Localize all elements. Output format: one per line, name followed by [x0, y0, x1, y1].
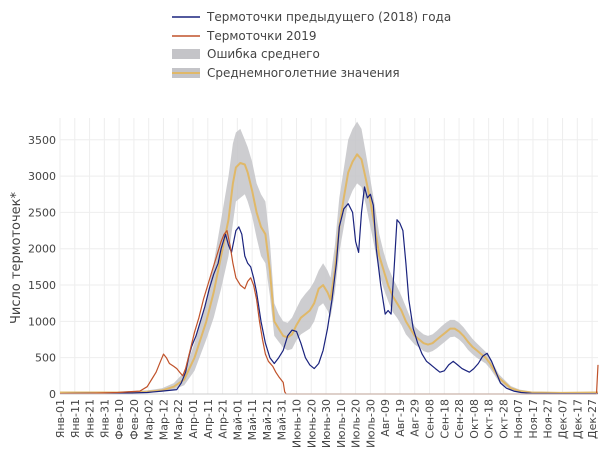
- x-tick-label: Авг-09: [379, 399, 392, 437]
- x-tick-label: Май-11: [246, 399, 259, 440]
- series-line-prev-year: [59, 186, 598, 395]
- legend-item-2019[interactable]: Термоточки 2019: [172, 29, 317, 43]
- series-line-2019: [59, 230, 599, 395]
- x-tick-label: Ноя-27: [542, 399, 555, 439]
- legend-item-prev-year[interactable]: Термоточки предыдущего (2018) года: [172, 10, 451, 24]
- x-tick-label: Окт-28: [497, 399, 510, 439]
- legend-label-mean: Среднемноголетние значения: [207, 66, 400, 80]
- x-tick-label: Янв-11: [69, 399, 82, 438]
- x-tick-label: Янв-01: [54, 399, 67, 438]
- x-tick-label: Апр-11: [202, 399, 215, 439]
- x-tick-label: Июль-10: [335, 399, 348, 448]
- x-tick-label: Июнь-20: [305, 399, 318, 448]
- y-tick-label: 2500: [28, 206, 56, 219]
- x-tick-label: Дек-27: [586, 399, 599, 439]
- x-gridlines: [59, 118, 593, 394]
- plot-area: [59, 121, 599, 395]
- x-tick-label: Ноя-07: [512, 399, 525, 439]
- x-tick-label: Окт-08: [468, 399, 481, 439]
- x-tick-label: Апр-01: [187, 399, 200, 439]
- y-tick-label: 2000: [28, 243, 56, 256]
- y-tick-label: 500: [35, 352, 56, 365]
- x-tick-label: Авг-19: [394, 399, 407, 437]
- legend-label-prev-year: Термоточки предыдущего (2018) года: [206, 10, 451, 24]
- x-tick-label: Июль-20: [350, 399, 363, 448]
- x-tick-label: Сен-28: [453, 399, 466, 439]
- mean-line: [60, 153, 599, 394]
- x-tick-label: Окт-18: [483, 399, 496, 439]
- x-tick-label: Май-01: [231, 399, 244, 440]
- x-tick-label: Дек-17: [571, 399, 584, 439]
- x-tick-label: Май-31: [276, 399, 289, 440]
- x-tick-label: Апр-21: [217, 399, 230, 439]
- legend-item-error[interactable]: Ошибка среднего: [172, 47, 320, 61]
- x-tick-label: Дек-07: [557, 399, 570, 439]
- x-tick-label: Янв-21: [84, 399, 97, 438]
- y-axis-title: Число термоточек*: [9, 191, 24, 324]
- y-tick-label: 1500: [28, 279, 56, 292]
- x-tick-label: Авг-29: [409, 399, 422, 437]
- y-tick-labels: 0 500 1000 1500 2000 2500 3000 3500: [28, 134, 56, 401]
- y-tick-label: 0: [49, 388, 56, 401]
- legend-label-error: Ошибка среднего: [207, 47, 320, 61]
- y-tick-label: 3500: [28, 134, 56, 147]
- x-tick-label: Мар-22: [172, 399, 185, 440]
- x-tick-label: Сен-18: [438, 399, 451, 439]
- y-gridlines: [60, 139, 598, 395]
- x-tick-label: Май-21: [261, 399, 274, 440]
- y-tick-label: 3000: [28, 170, 56, 183]
- error-band: [60, 121, 598, 394]
- legend-label-2019: Термоточки 2019: [206, 29, 317, 43]
- legend-item-mean[interactable]: Среднемноголетние значения: [172, 66, 400, 80]
- y-tick-label: 1000: [28, 315, 56, 328]
- x-tick-label: Ноя-17: [527, 399, 540, 439]
- x-tick-label: Мар-02: [143, 399, 156, 440]
- legend[interactable]: Термоточки предыдущего (2018) года Термо…: [172, 10, 451, 80]
- x-tick-label: Янв-31: [98, 399, 111, 438]
- x-tick-label: Мар-12: [157, 399, 170, 440]
- x-tick-label: Июнь-10: [290, 399, 303, 448]
- x-tick-labels: Янв-01 Янв-11 Янв-21 Янв-31 Фев-10 Фев-20 Мар-…: [54, 399, 599, 448]
- x-tick-label: Июнь-30: [320, 399, 333, 448]
- legend-swatch-error: [172, 49, 200, 59]
- x-tick-label: Сен-08: [424, 399, 437, 439]
- x-tick-label: Фев-20: [128, 399, 141, 440]
- x-tick-label: Фев-10: [113, 399, 126, 440]
- x-tick-label: Июль-30: [364, 399, 377, 448]
